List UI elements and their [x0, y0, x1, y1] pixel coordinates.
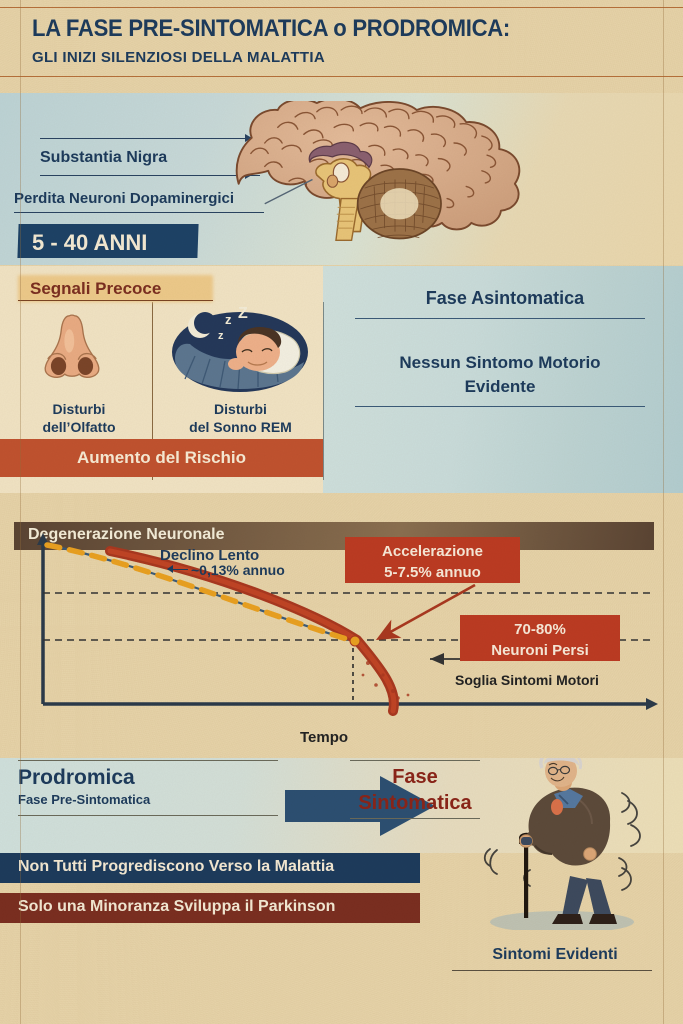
- svg-text:z: z: [218, 330, 224, 342]
- svg-text:Z: Z: [238, 305, 248, 322]
- svg-text:z: z: [225, 312, 232, 327]
